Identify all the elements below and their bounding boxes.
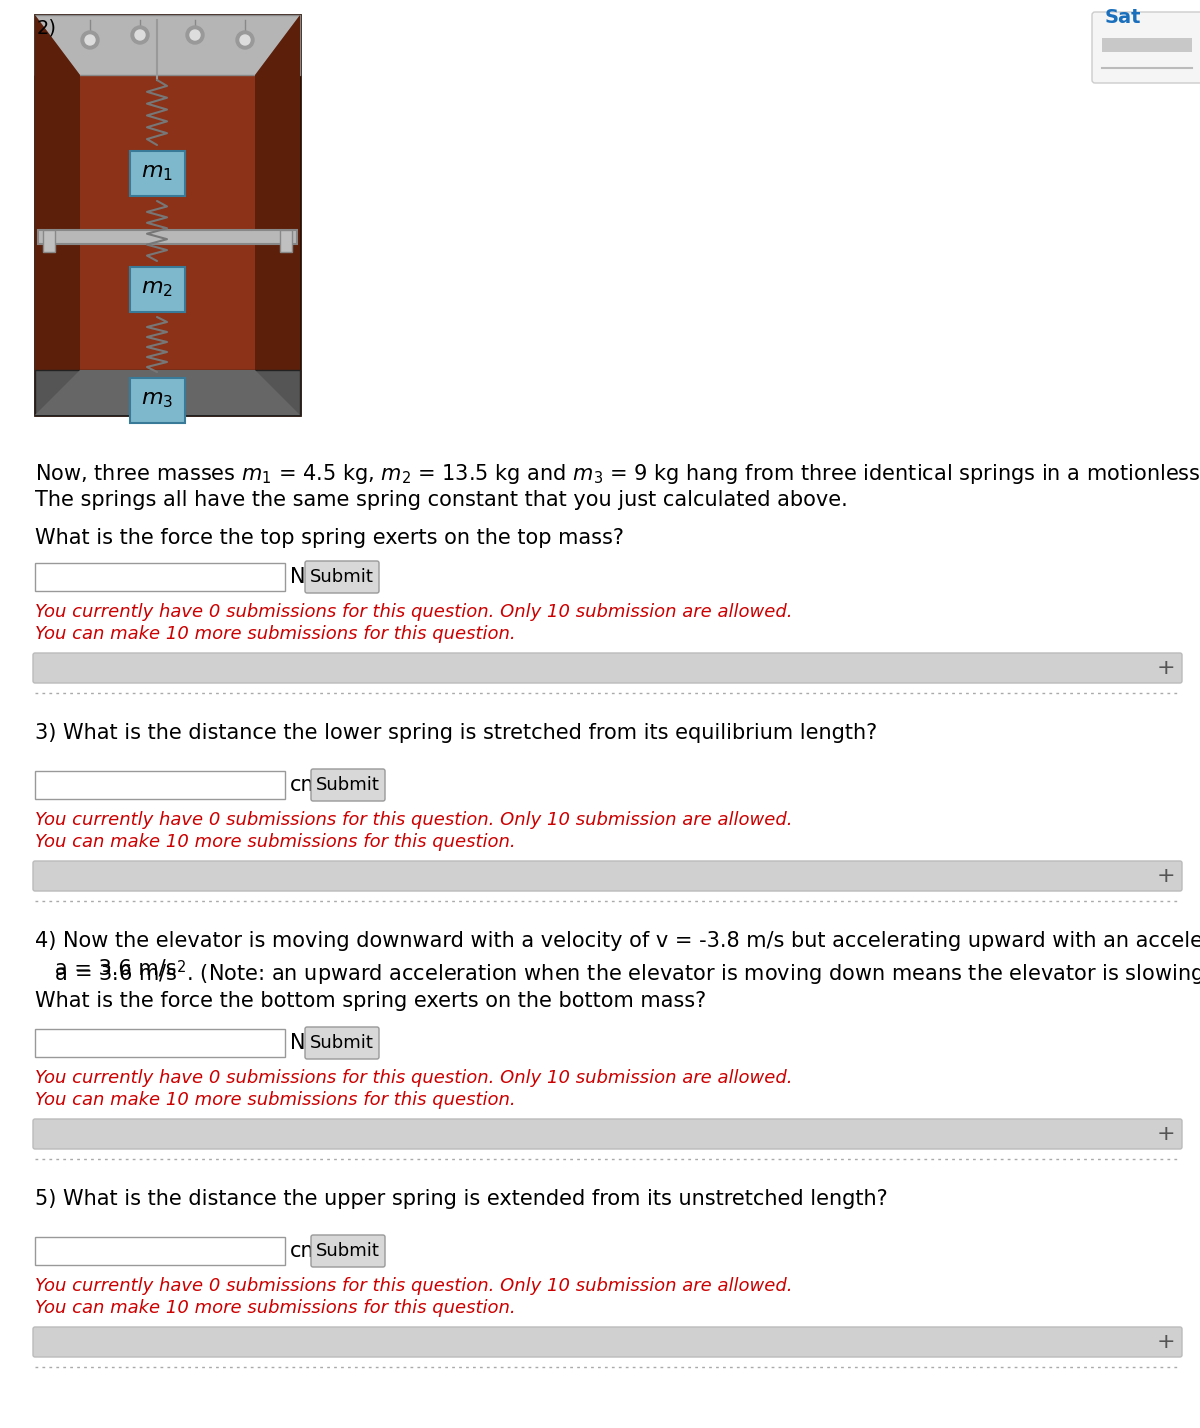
Text: +: +	[1157, 1332, 1175, 1352]
FancyBboxPatch shape	[34, 1327, 1182, 1357]
Circle shape	[240, 36, 250, 46]
Text: 5) What is the distance the upper spring is extended from its unstretched length: 5) What is the distance the upper spring…	[35, 1190, 888, 1210]
Bar	[35, 1237, 286, 1265]
Bar	[35, 16, 300, 76]
Bar	[35, 771, 286, 800]
Text: 2): 2)	[37, 19, 58, 37]
Text: a = 3.6 m/s: a = 3.6 m/s	[35, 960, 176, 980]
Polygon shape	[35, 16, 80, 76]
Text: You can make 10 more submissions for this question.: You can make 10 more submissions for thi…	[35, 833, 516, 851]
FancyBboxPatch shape	[34, 1120, 1182, 1150]
Bar	[1102, 39, 1192, 51]
Circle shape	[236, 31, 254, 49]
Bar	[38, 230, 298, 244]
Circle shape	[190, 30, 200, 40]
Text: Submit: Submit	[310, 1034, 374, 1052]
Text: $m_1$: $m_1$	[140, 163, 173, 183]
Polygon shape	[35, 16, 80, 416]
Text: You currently have 0 submissions for this question. Only 10 submission are allow: You currently have 0 submissions for thi…	[35, 1277, 792, 1295]
Text: You currently have 0 submissions for this question. Only 10 submission are allow: You currently have 0 submissions for thi…	[35, 1070, 792, 1087]
Text: You can make 10 more submissions for this question.: You can make 10 more submissions for thi…	[35, 1299, 516, 1317]
Bar	[130, 377, 185, 423]
Text: N: N	[290, 567, 306, 587]
Text: What is the force the bottom spring exerts on the bottom mass?: What is the force the bottom spring exer…	[35, 991, 707, 1011]
Bar	[35, 563, 286, 591]
Bar	[130, 267, 185, 311]
Circle shape	[82, 31, 98, 49]
Text: What is the force the top spring exerts on the top mass?: What is the force the top spring exerts …	[35, 528, 624, 548]
Text: $m_3$: $m_3$	[140, 390, 173, 410]
Text: Submit: Submit	[310, 568, 374, 585]
Text: You can make 10 more submissions for this question.: You can make 10 more submissions for thi…	[35, 1091, 516, 1110]
Text: You can make 10 more submissions for this question.: You can make 10 more submissions for thi…	[35, 625, 516, 643]
FancyBboxPatch shape	[305, 561, 379, 593]
Bar	[130, 150, 185, 196]
Text: +: +	[1157, 865, 1175, 885]
Text: N: N	[290, 1032, 306, 1052]
Bar	[35, 16, 300, 416]
FancyBboxPatch shape	[311, 770, 385, 801]
Circle shape	[131, 26, 149, 44]
Bar	[280, 230, 292, 251]
Text: 3) What is the distance the lower spring is stretched from its equilibrium lengt: 3) What is the distance the lower spring…	[35, 723, 877, 743]
Bar	[35, 370, 300, 416]
Bar	[43, 230, 55, 251]
FancyBboxPatch shape	[34, 653, 1182, 683]
Polygon shape	[256, 16, 300, 416]
FancyBboxPatch shape	[1092, 11, 1200, 83]
Text: cm: cm	[290, 775, 322, 795]
Circle shape	[134, 30, 145, 40]
Text: Submit: Submit	[316, 1242, 380, 1259]
Bar	[35, 1030, 286, 1057]
Text: +: +	[1157, 658, 1175, 678]
FancyBboxPatch shape	[305, 1027, 379, 1060]
Text: 4) Now the elevator is moving downward with a velocity of v = -3.8 m/s but accel: 4) Now the elevator is moving downward w…	[35, 931, 1200, 951]
Polygon shape	[256, 16, 300, 76]
Text: Now, three masses $m_1$ = 4.5 kg, $m_2$ = 13.5 kg and $m_3$ = 9 kg hang from thr: Now, three masses $m_1$ = 4.5 kg, $m_2$ …	[35, 463, 1200, 486]
FancyBboxPatch shape	[311, 1235, 385, 1267]
FancyBboxPatch shape	[34, 861, 1182, 891]
Polygon shape	[35, 370, 300, 416]
Text: cm: cm	[290, 1241, 322, 1261]
Text: You currently have 0 submissions for this question. Only 10 submission are allow: You currently have 0 submissions for thi…	[35, 811, 792, 830]
Text: +: +	[1157, 1124, 1175, 1144]
Circle shape	[85, 36, 95, 46]
Text: Sat: Sat	[1105, 9, 1141, 27]
Circle shape	[186, 26, 204, 44]
Text: You currently have 0 submissions for this question. Only 10 submission are allow: You currently have 0 submissions for thi…	[35, 603, 792, 621]
Text: Submit: Submit	[316, 775, 380, 794]
Text: The springs all have the same spring constant that you just calculated above.: The springs all have the same spring con…	[35, 490, 847, 510]
Text: a = 3.6 m/s$^2$. (Note: an upward acceleration when the elevator is moving down : a = 3.6 m/s$^2$. (Note: an upward accele…	[35, 960, 1200, 988]
Text: $m_2$: $m_2$	[142, 278, 173, 298]
